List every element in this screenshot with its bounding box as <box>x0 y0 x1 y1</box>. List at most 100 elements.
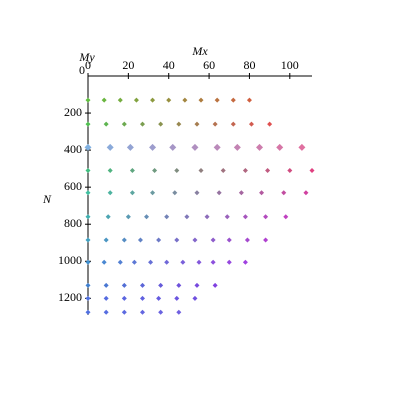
point <box>133 97 139 103</box>
point <box>265 167 271 173</box>
point <box>169 143 177 151</box>
point <box>244 237 250 243</box>
point <box>267 121 273 127</box>
point <box>242 167 248 173</box>
point <box>103 282 109 288</box>
y-tick-label: 400 <box>64 142 82 156</box>
point <box>256 143 264 151</box>
y-tick-label: 1200 <box>58 290 82 304</box>
point <box>259 190 265 196</box>
point <box>158 121 164 127</box>
x-tick-label: 80 <box>243 58 255 72</box>
point <box>117 259 123 265</box>
point <box>139 309 145 315</box>
point <box>210 259 216 265</box>
point <box>121 295 127 301</box>
point <box>84 143 92 151</box>
point <box>176 121 182 127</box>
point <box>204 214 210 220</box>
point <box>182 97 188 103</box>
point <box>194 282 200 288</box>
point <box>224 214 230 220</box>
x-tick-label: 0 <box>85 58 91 72</box>
point <box>233 143 241 151</box>
point <box>194 190 200 196</box>
point <box>103 237 109 243</box>
point <box>137 237 143 243</box>
point <box>212 121 218 127</box>
point <box>194 121 200 127</box>
point <box>85 309 91 315</box>
z-tick-label: 0 <box>79 63 85 77</box>
point <box>226 259 232 265</box>
point <box>298 143 306 151</box>
point <box>198 167 204 173</box>
point <box>213 143 221 151</box>
point <box>121 237 127 243</box>
point <box>150 190 156 196</box>
x-tick-label: 100 <box>281 58 299 72</box>
x-tick-label: 20 <box>122 58 134 72</box>
point <box>85 190 91 196</box>
point <box>125 214 131 220</box>
point <box>192 295 198 301</box>
point <box>85 282 91 288</box>
point <box>263 214 269 220</box>
point <box>226 237 232 243</box>
point <box>129 167 135 173</box>
point <box>106 143 114 151</box>
point <box>121 282 127 288</box>
x-tick-label: 60 <box>203 58 215 72</box>
point <box>144 214 150 220</box>
point <box>287 167 293 173</box>
y-axis-label: N <box>42 192 52 206</box>
point <box>129 190 135 196</box>
y-tick-label: 200 <box>64 105 82 119</box>
point <box>164 259 170 265</box>
point <box>117 97 123 103</box>
point <box>166 97 172 103</box>
point <box>174 167 180 173</box>
point <box>139 295 145 301</box>
point <box>174 295 180 301</box>
point <box>176 309 182 315</box>
point <box>230 121 236 127</box>
point <box>158 282 164 288</box>
point <box>263 237 269 243</box>
point <box>85 295 91 301</box>
point <box>121 309 127 315</box>
y-tick-label: 800 <box>64 216 82 230</box>
y-tick-label: 1000 <box>58 253 82 267</box>
point <box>281 190 287 196</box>
point <box>174 237 180 243</box>
point <box>85 237 91 243</box>
point <box>107 190 113 196</box>
point <box>172 190 178 196</box>
point <box>101 259 107 265</box>
point <box>242 214 248 220</box>
point <box>103 295 109 301</box>
point <box>85 214 91 220</box>
point <box>85 121 91 127</box>
point <box>105 214 111 220</box>
point <box>121 121 127 127</box>
point <box>238 190 244 196</box>
z-axis-label: My <box>78 50 95 64</box>
point <box>103 121 109 127</box>
point <box>283 214 289 220</box>
point <box>156 295 162 301</box>
x-tick-label: 40 <box>163 58 175 72</box>
point <box>180 259 186 265</box>
point <box>152 167 158 173</box>
point <box>212 282 218 288</box>
point <box>107 167 113 173</box>
point <box>192 237 198 243</box>
point <box>158 309 164 315</box>
point <box>248 121 254 127</box>
point <box>196 259 202 265</box>
point <box>85 259 91 265</box>
point <box>126 143 134 151</box>
point <box>220 167 226 173</box>
x-axis-label: Mx <box>191 44 208 58</box>
point <box>276 143 284 151</box>
